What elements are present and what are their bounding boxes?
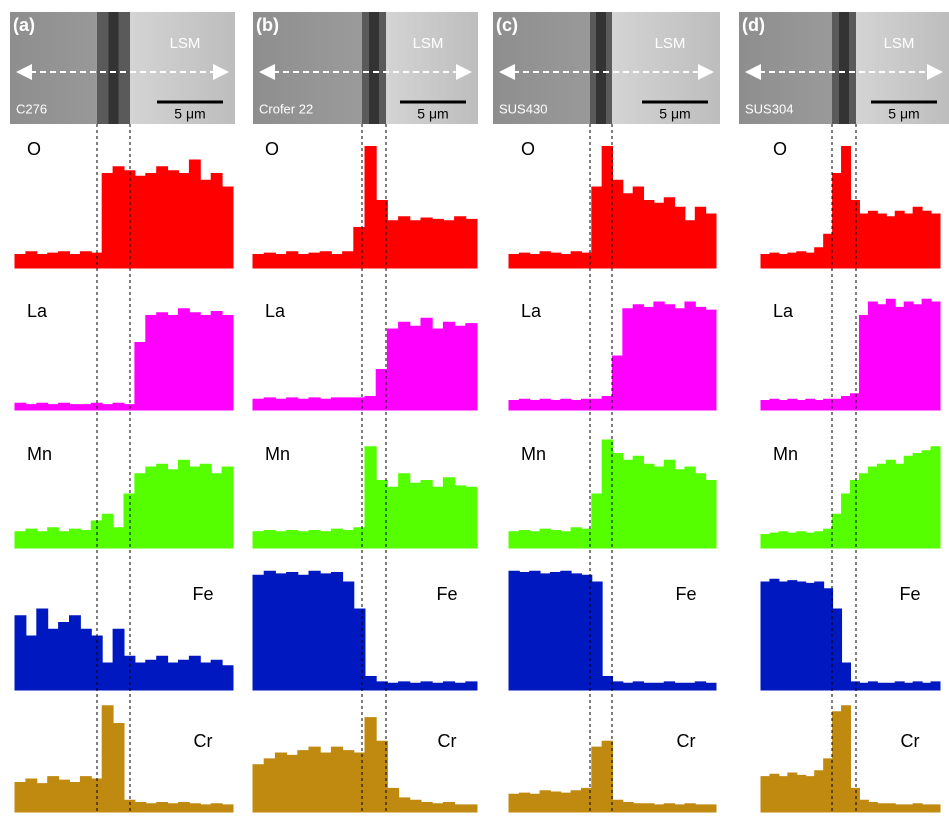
element-label: Mn	[265, 444, 290, 464]
element-label: Fe	[192, 584, 213, 604]
element-label: Cr	[438, 731, 457, 751]
line-profile	[252, 146, 478, 269]
material-label: SUS430	[499, 101, 547, 116]
line-profile	[14, 608, 234, 691]
region-label: LSM	[413, 35, 444, 52]
element-label: La	[27, 301, 48, 321]
material-label: SUS304	[745, 101, 793, 116]
line-profile	[252, 570, 478, 691]
panel-label: (d)	[742, 15, 765, 35]
element-label: O	[265, 139, 279, 159]
line-profile	[14, 459, 234, 549]
line-profile	[760, 446, 941, 549]
micrograph-oxide-core	[596, 12, 606, 124]
line-profile	[14, 159, 234, 269]
scale-label: 5 μm	[888, 106, 919, 122]
region-label: LSM	[655, 35, 686, 52]
line-profile	[760, 298, 941, 411]
element-label: Mn	[27, 444, 52, 464]
panel-label: (a)	[13, 15, 35, 35]
element-label: La	[773, 301, 794, 321]
panel-label: (b)	[256, 15, 279, 35]
line-profile	[252, 446, 478, 549]
element-label: Fe	[436, 584, 457, 604]
material-label: C276	[16, 101, 47, 116]
micrograph-oxide-core	[369, 12, 379, 124]
micrograph-oxide-core	[108, 12, 119, 124]
line-profile	[508, 439, 717, 549]
element-label: Mn	[773, 444, 798, 464]
material-label: Crofer 22	[259, 101, 313, 116]
line-profile	[508, 146, 717, 269]
region-label: LSM	[170, 35, 201, 52]
scale-label: 5 μm	[174, 106, 205, 122]
line-profile	[14, 705, 234, 813]
element-label: Fe	[675, 584, 696, 604]
element-label: La	[521, 301, 542, 321]
line-profile	[252, 317, 478, 411]
element-label: O	[773, 139, 787, 159]
element-label: Fe	[899, 584, 920, 604]
line-profile	[760, 705, 941, 813]
element-label: Mn	[521, 444, 546, 464]
scale-label: 5 μm	[659, 106, 690, 122]
element-label: O	[521, 139, 535, 159]
element-label: La	[265, 301, 286, 321]
region-label: LSM	[884, 35, 915, 52]
element-label: Cr	[677, 731, 696, 751]
panel-label: (c)	[496, 15, 518, 35]
line-profile	[14, 308, 234, 411]
element-label: O	[27, 139, 41, 159]
line-profile	[760, 146, 941, 269]
line-profile	[508, 740, 717, 813]
line-profile	[760, 578, 941, 691]
element-label: Cr	[901, 731, 920, 751]
micrograph-oxide-core	[839, 12, 849, 124]
element-label: Cr	[194, 731, 213, 751]
line-profile	[252, 717, 478, 813]
line-profile	[508, 301, 717, 411]
scale-label: 5 μm	[417, 106, 448, 122]
